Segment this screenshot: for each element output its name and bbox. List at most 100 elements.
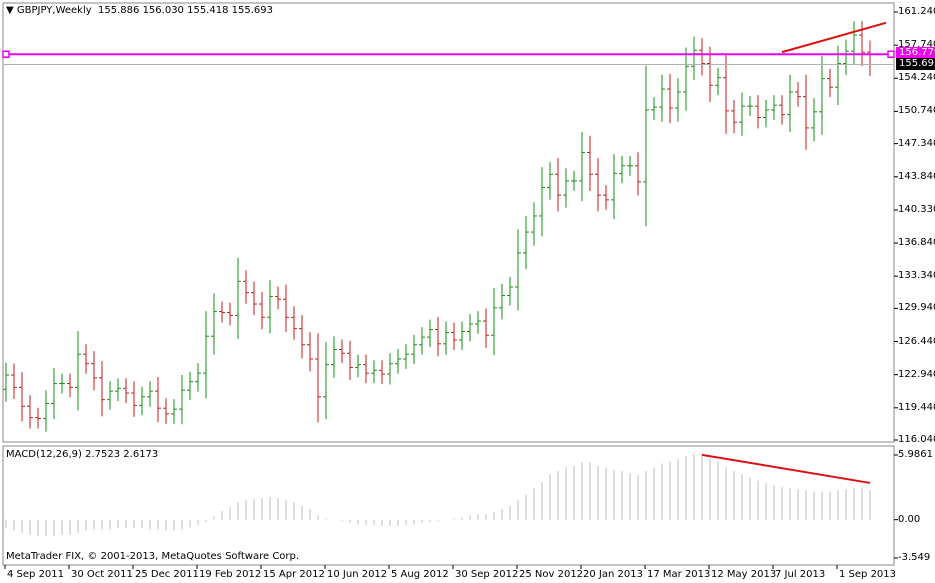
hline-price-tag: 156.779 [896,47,935,59]
ohlc-bar [467,313,473,342]
price-y-tick-label: 150.740 [898,105,935,117]
ohlc-bar [651,97,657,120]
ohlc-bar [699,38,705,76]
x-tick-label: 5 Aug 2012 [391,569,449,580]
ohlc-bar [635,152,641,196]
ohlc-bar [267,280,273,334]
chart-overlays [2,21,895,484]
ohlc-bar [187,371,193,401]
ohlc-bar [579,132,585,202]
ohlc-bar [435,317,441,357]
ohlc-readout: 155.886 156.030 155.418 155.693 [98,5,273,16]
ohlc-bar [731,99,737,134]
ohlc-bar [563,168,569,208]
x-axis-ticks [4,565,838,569]
x-tick-label: 25 Dec 2011 [135,569,199,580]
ohlc-bar [491,287,497,356]
ohlc-bar [19,372,25,422]
price-y-tick-label: 122.940 [898,368,935,380]
ohlc-bar [835,45,841,105]
ohlc-bar [379,360,385,385]
ohlc-bar [331,336,337,378]
ohlc-bar [339,339,345,364]
ohlc-bar [171,399,177,424]
ohlc-bar [747,96,753,117]
price-trendline [781,21,887,54]
ohlc-bar [779,95,785,125]
ohlc-bar [483,308,489,348]
ohlc-bar [827,68,833,98]
macd-pane [2,445,895,566]
ohlc-bar [195,363,201,392]
hline-handle-left [2,50,10,58]
x-tick-label: 30 Sep 2012 [455,569,519,580]
price-y-tick-label: 126.440 [898,335,935,347]
ohlc-bar [675,78,681,122]
copyright-notice: MetaTrader FIX, © 2001-2013, MetaQuotes … [6,551,300,562]
chart-title: ▼ GBPJPY,Weekly 155.886 156.030 155.418 … [6,5,273,16]
ohlc-bar [851,21,857,65]
ohlc-bar [251,281,257,316]
x-tick-label: 15 Apr 2012 [263,569,325,580]
ohlc-bar [91,351,97,391]
macd-y-tick-label: -3.549 [898,552,931,563]
current-price-tag: 155.693 [896,58,935,70]
ohlc-bar [323,342,329,420]
x-tick-label: 30 Oct 2011 [71,569,133,580]
ohlc-bar [659,74,665,122]
ohlc-bar [683,47,689,111]
x-tick-label: 10 Jun 2012 [327,569,388,580]
ohlc-bar [499,283,505,320]
ohlc-bar [283,284,289,332]
ohlc-bar [163,398,169,424]
y-axis-ticks [894,11,898,559]
x-tick-label: 4 Sep 2011 [7,569,65,580]
ohlc-bar [843,39,849,76]
ohlc-bar [371,360,377,384]
x-tick-label: 25 Nov 2012 [519,569,584,580]
ohlc-bar [99,361,105,417]
ohlc-bar [643,65,649,227]
ohlc-bar [755,95,761,129]
ohlc-bar [515,229,521,311]
price-y-tick-label: 143.840 [898,170,935,182]
ohlc-bar [235,257,241,339]
macd-title: MACD(12,26,9) 2.7523 2.6173 [6,449,159,460]
ohlc-bar [451,322,457,350]
ohlc-bar [787,74,793,132]
menu-arrow-icon[interactable]: ▼ [6,5,14,16]
ohlc-bar [355,354,361,378]
ohlc-bar [811,98,817,142]
ohlc-bar [667,73,673,124]
ohlc-bar [291,306,297,340]
ohlc-bar [715,67,721,96]
ohlc-bar [275,286,281,310]
macd-y-tick-label: 0.00 [898,513,921,525]
ohlc-bar [619,155,625,184]
ohlc-bar [83,344,89,374]
ohlc-bar [403,344,409,369]
price-y-tick-label: 140.330 [898,203,935,215]
ohlc-bar [107,381,113,410]
ohlc-bar [395,349,401,374]
x-tick-label: 7 Jul 2013 [775,569,826,580]
ohlc-bar [531,202,537,246]
ohlc-bar [155,377,161,423]
ohlc-bar [803,74,809,150]
ohlc-bar [3,362,9,402]
ohlc-bar [211,293,217,355]
price-y-tick-label: 136.840 [898,237,935,249]
price-y-tick-label: 129.940 [898,302,935,314]
ohlc-bar [723,54,729,134]
ohlc-bar [59,373,65,394]
ohlc-bar [539,167,545,237]
ohlc-bar [595,158,601,212]
price-y-tick-label: 116.040 [898,434,935,445]
ohlc-bar [43,390,49,432]
ohlc-bar [795,81,801,107]
macd-histogram [5,453,871,536]
ohlc-bar [243,270,249,304]
macd-trendline [701,453,871,484]
ohlc-bar [459,321,465,350]
